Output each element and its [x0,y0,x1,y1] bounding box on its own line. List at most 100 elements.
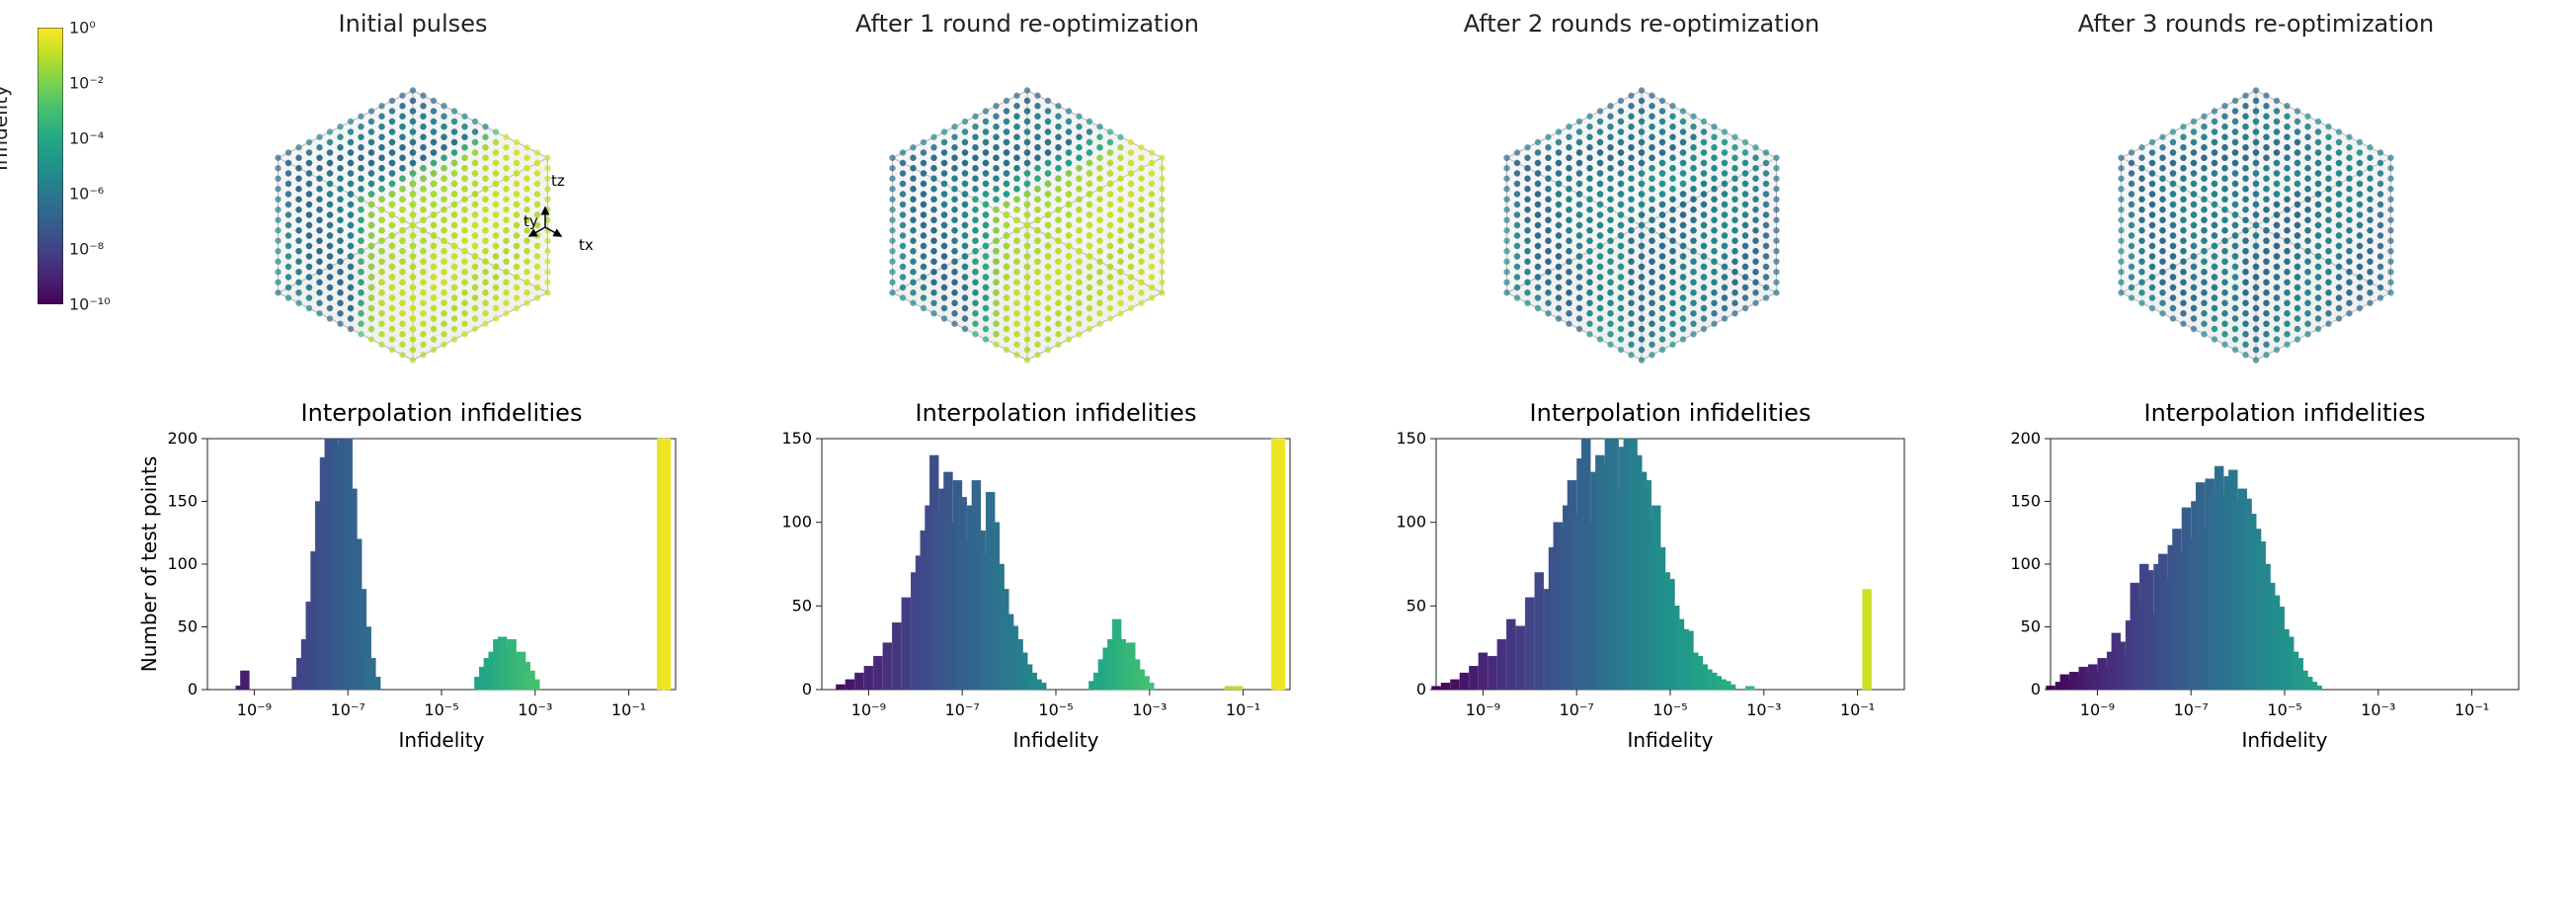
axis-arrow-label: tz [551,172,565,190]
xtick-label: 10⁻¹ [2455,700,2489,719]
ytick-label: 50 [792,596,812,615]
xtick-label: 10⁻¹ [611,700,646,719]
hist-bar [1516,626,1525,690]
hist-bar [892,622,901,690]
histogram: 10⁻⁹ 10⁻⁷ 10⁻⁵ 10⁻³ 10⁻¹ 0 50 100 150 200 Interpol… [136,395,689,761]
xtick-label: 10⁻⁹ [1466,700,1500,719]
xtick-label: 10⁻⁹ [237,700,272,719]
hist-bar [864,666,873,690]
hist-bar [1460,673,1469,690]
hist-panel-1: 10⁻⁹10⁻⁷10⁻⁵10⁻³10⁻¹050100150Interpolati… [733,395,1322,899]
ytick-label: 200 [2010,429,2041,448]
axis-arrow-label: ty [523,212,538,230]
ytick-label: 200 [167,429,198,448]
ytick-label: 150 [1396,429,1426,448]
xtick-label: 10⁻⁷ [331,700,365,719]
hist-bar [845,680,854,690]
panel-title: Initial pulses [119,10,707,38]
panel-title: After 3 rounds re-optimization [1962,10,2550,38]
xtick-label: 10⁻⁹ [851,700,886,719]
hist-bar [883,643,892,690]
xlabel: Infidelity [1013,728,1099,752]
hist-bar [1745,687,1754,690]
histogram: 10⁻⁹10⁻⁷10⁻⁵10⁻³10⁻¹050100150Interpolati… [751,395,1304,761]
scatter3d [2039,38,2473,373]
hist-bar [1037,683,1046,690]
ytick-label: 50 [178,617,198,636]
xtick-label: 10⁻³ [1132,700,1167,719]
panel-title: After 1 round re-optimization [733,10,1322,38]
xtick-label: 10⁻⁵ [1038,700,1073,719]
xtick-label: 10⁻⁵ [424,700,458,719]
hist-bar [1863,589,1872,690]
hist-bar [854,673,863,690]
hist-title: Interpolation infidelities [301,399,583,427]
hist-title: Interpolation infidelities [1530,399,1811,427]
ytick-label: 0 [188,680,198,698]
xtick-label: 10⁻⁷ [945,700,980,719]
hist-bar [530,680,539,690]
figure: Infidelity 10⁰10⁻²10⁻⁴10⁻⁶10⁻⁸10⁻¹⁰ Init… [0,0,2576,902]
xtick-label: 10⁻¹ [1226,700,1260,719]
hist-panel-3: 10⁻⁹ 10⁻⁷ 10⁻⁵ 10⁻³ 10⁻¹ 0 50 100 150 200 Interpol… [1962,395,2550,899]
xtick-label: 10⁻⁵ [2267,700,2301,719]
hist-panel-0: 10⁻⁹ 10⁻⁷ 10⁻⁵ 10⁻³ 10⁻¹ 0 50 100 150 200 Interpol… [119,395,707,899]
scatter3d [810,38,1245,373]
hist-bar [1145,683,1154,690]
hist-bar [371,677,380,690]
ytick-label: 100 [1396,513,1426,532]
histogram: 10⁻⁹ 10⁻⁷ 10⁻⁵ 10⁻³ 10⁻¹ 0 50 100 150 Interpolati… [1365,395,1918,761]
xtick-label: 10⁻³ [518,700,552,719]
scatter3d [1424,38,1859,373]
xlabel: Infidelity [2242,728,2328,752]
xlabel: Infidelity [1628,728,1714,752]
axis-arrow-label: tx [579,236,594,254]
hist-bar [1727,685,1735,690]
hist-bar [2046,686,2054,690]
ytick-label: 100 [2010,554,2041,573]
hist-bar [1276,439,1285,690]
hist-bar [1479,653,1488,690]
hist-bar [2313,686,2322,690]
hist-bar [1506,619,1515,690]
scatter3d-panel-0: Initial pulses tx ty tz [119,0,707,385]
hist-bar [1225,687,1234,690]
ytick-label: 150 [167,492,198,511]
xtick-label: 10⁻¹ [1840,700,1875,719]
histogram: 10⁻⁹ 10⁻⁷ 10⁻⁵ 10⁻³ 10⁻¹ 0 50 100 150 200 Interpol… [1979,395,2533,761]
ytick-label: 0 [2031,680,2041,698]
hist-bar [1488,656,1496,690]
hist-bar [1441,683,1450,690]
ytick-label: 0 [1416,680,1426,698]
hist-bar [1431,687,1440,690]
hist-bar [1525,598,1534,690]
xlabel: Infidelity [399,728,485,752]
ytick-label: 100 [781,513,812,532]
scatter3d: tx ty tz [196,38,630,373]
hist-panel-2: 10⁻⁹ 10⁻⁷ 10⁻⁵ 10⁻³ 10⁻¹ 0 50 100 150 Interpolati… [1347,395,1936,899]
xtick-label: 10⁻⁵ [1652,700,1687,719]
panel-title: After 2 rounds re-optimization [1347,10,1936,38]
xtick-label: 10⁻⁷ [1560,700,1594,719]
hist-title: Interpolation infidelities [2144,399,2426,427]
ytick-label: 150 [781,429,812,448]
hist-bar [240,671,249,690]
scatter3d-panel-2: After 2 rounds re-optimization [1347,0,1936,385]
hist-bar [902,598,911,690]
hist-bar [1469,666,1478,690]
ytick-label: 100 [167,554,198,573]
xtick-label: 10⁻⁹ [2080,700,2115,719]
xtick-label: 10⁻⁷ [2174,700,2209,719]
row-3d-scatter: Initial pulses tx ty tz After 1 round re-opt… [0,0,2576,385]
scatter3d-panel-1: After 1 round re-optimization [733,0,1322,385]
scatter3d-panel-3: After 3 rounds re-optimization [1962,0,2550,385]
row-histograms: 10⁻⁹ 10⁻⁷ 10⁻⁵ 10⁻³ 10⁻¹ 0 50 100 150 200 Interpol… [0,395,2576,899]
ytick-label: 50 [1407,596,1426,615]
xtick-label: 10⁻³ [1746,700,1781,719]
hist-bar [1450,680,1459,690]
xtick-label: 10⁻³ [2361,700,2395,719]
hist-bar [1234,687,1243,690]
ytick-label: 50 [2021,617,2041,636]
ylabel: Number of test points [137,456,161,673]
ytick-label: 150 [2010,492,2041,511]
